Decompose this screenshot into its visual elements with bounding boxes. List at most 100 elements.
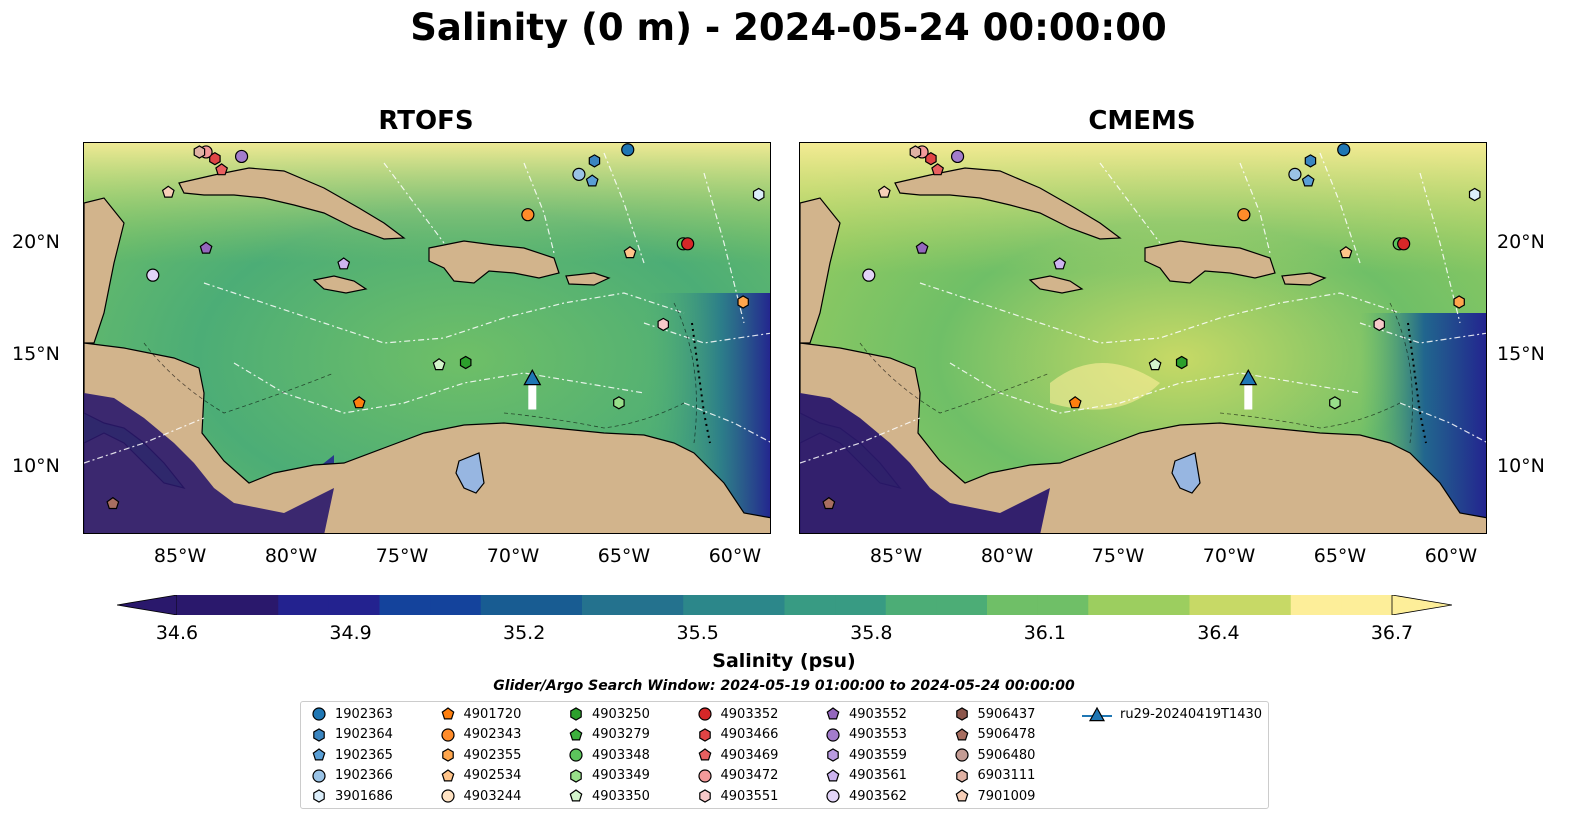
float-marker-7901009 (161, 185, 175, 198)
legend-marker (313, 727, 325, 742)
figure-title: Salinity (0 m) - 2024-05-24 00:00:00 (410, 6, 1167, 49)
legend: 1902363 1902364 1902365 1902366 3901686 49017… (300, 701, 1269, 809)
lon-tick-label: 60°W (708, 545, 762, 567)
float-marker-4903561 (337, 257, 351, 270)
legend-label: 4903244 (463, 788, 522, 804)
legend-item: 5906437 (954, 704, 1035, 724)
legend-marker-icon (570, 768, 582, 783)
colorbar (117, 595, 1452, 615)
colorbar-tick-label: 35.8 (850, 622, 893, 644)
lat-tick-label: 15°N (1497, 342, 1545, 365)
glider-marker (1239, 368, 1258, 386)
legend-marker-icon (441, 748, 454, 762)
float-marker-4903469 (215, 163, 229, 176)
legend-item: 4903244 (440, 786, 522, 806)
legend-label: 5906480 (977, 747, 1036, 763)
legend-marker-icon (826, 727, 840, 742)
legend-marker-icon (313, 727, 325, 742)
legend-item: 4903349 (568, 766, 650, 786)
float-marker-4901720 (352, 396, 366, 409)
lat-tick-label: 20°N (12, 230, 60, 253)
legend-marker (312, 748, 326, 761)
map-panel-rtofs[interactable] (83, 142, 771, 534)
colorbar-tick-label: 34.9 (329, 622, 372, 644)
float-marker-4902534 (623, 246, 637, 259)
search-window-text: Glider/Argo Search Window: 2024-05-19 01… (493, 678, 1075, 694)
colorbar-segment (227, 595, 279, 615)
puerto-rico-land (1281, 272, 1327, 286)
lon-tick-label: 85°W (153, 545, 207, 567)
lat-tick-label: 10°N (12, 454, 60, 477)
colorbar-label: Salinity (psu) (712, 650, 856, 672)
float-marker-4903349 (613, 396, 625, 410)
colorbar-segment (835, 595, 887, 615)
float-marker-4903250 (459, 355, 472, 370)
float-marker-4903469 (931, 163, 945, 176)
bathymetry-contours (143, 302, 697, 444)
float-marker-4903553 (950, 149, 965, 164)
legend-marker (570, 707, 582, 721)
legend-item: 1902366 (311, 766, 393, 786)
legend-marker (827, 748, 839, 762)
legend-item: 5906480 (954, 745, 1036, 765)
float-marker-1902366 (1288, 167, 1302, 181)
float-marker-5906478 (822, 496, 836, 510)
float-marker-1902365 (1301, 174, 1315, 187)
legend-item: 5906478 (954, 725, 1035, 745)
legend-marker-icon (1082, 706, 1112, 722)
legend-item: 6903111 (954, 766, 1035, 786)
glider-marker (523, 368, 542, 386)
legend-item: 3901686 (311, 786, 393, 806)
legend-marker-icon (827, 748, 839, 762)
jamaica-land (1028, 275, 1084, 294)
hispaniola-land (428, 240, 560, 284)
legend-marker (697, 707, 712, 721)
legend-marker (955, 707, 968, 721)
colorbar-segment (733, 595, 785, 615)
legend-item: 4902534 (440, 766, 522, 786)
legend-label: 3901686 (335, 788, 393, 804)
panel-title-cmems: CMEMS (1088, 106, 1196, 136)
legend-marker-icon (826, 768, 840, 781)
legend-item: ru29-20240419T1430 (1082, 704, 1262, 724)
float-marker-4902343 (521, 208, 535, 222)
float-marker-4903562 (862, 268, 876, 282)
legend-marker (441, 768, 454, 781)
lake-maracaibo (455, 452, 485, 494)
colorbar-segment (1189, 595, 1241, 615)
argo-markers-rtofs (106, 143, 765, 510)
legend-label: 4903553 (849, 727, 907, 742)
colorbar-segment (632, 595, 684, 615)
legend-label: 1902365 (335, 747, 393, 763)
float-marker-4903551 (657, 317, 670, 332)
legend-marker-icon (441, 707, 454, 720)
legend-marker-icon (698, 727, 711, 742)
legend-marker (826, 789, 840, 803)
float-marker-7901009 (877, 185, 891, 198)
legend-label: 4902355 (463, 747, 522, 763)
ocean-field (84, 143, 770, 263)
colorbar-segment (1088, 595, 1140, 615)
lesser-antilles (1407, 322, 1427, 444)
ocean-field (800, 143, 1486, 273)
lon-tick-label: 65°W (1313, 545, 1367, 567)
map-panel-cmems[interactable] (799, 142, 1487, 534)
legend-label: 4903352 (720, 706, 779, 722)
lon-tick-label: 65°W (597, 545, 651, 567)
map-canvas-cmems (800, 143, 1486, 533)
eez-boundaries (800, 152, 1486, 464)
lat-tick-label: 20°N (1497, 230, 1545, 253)
legend-marker (826, 768, 840, 781)
legend-item: 4903279 (568, 725, 650, 745)
legend-label: 4902534 (463, 768, 522, 783)
legend-marker (570, 768, 582, 783)
bathymetry-contours (859, 302, 1413, 444)
legend-marker (698, 789, 711, 803)
legend-label: 4903279 (592, 727, 650, 742)
colorbar-segment (480, 595, 532, 615)
pacific-water (800, 393, 1050, 533)
legend-marker-icon (826, 707, 840, 720)
legend-item: 4903562 (825, 786, 907, 806)
legend-marker (954, 748, 969, 762)
legend-marker (826, 727, 840, 742)
